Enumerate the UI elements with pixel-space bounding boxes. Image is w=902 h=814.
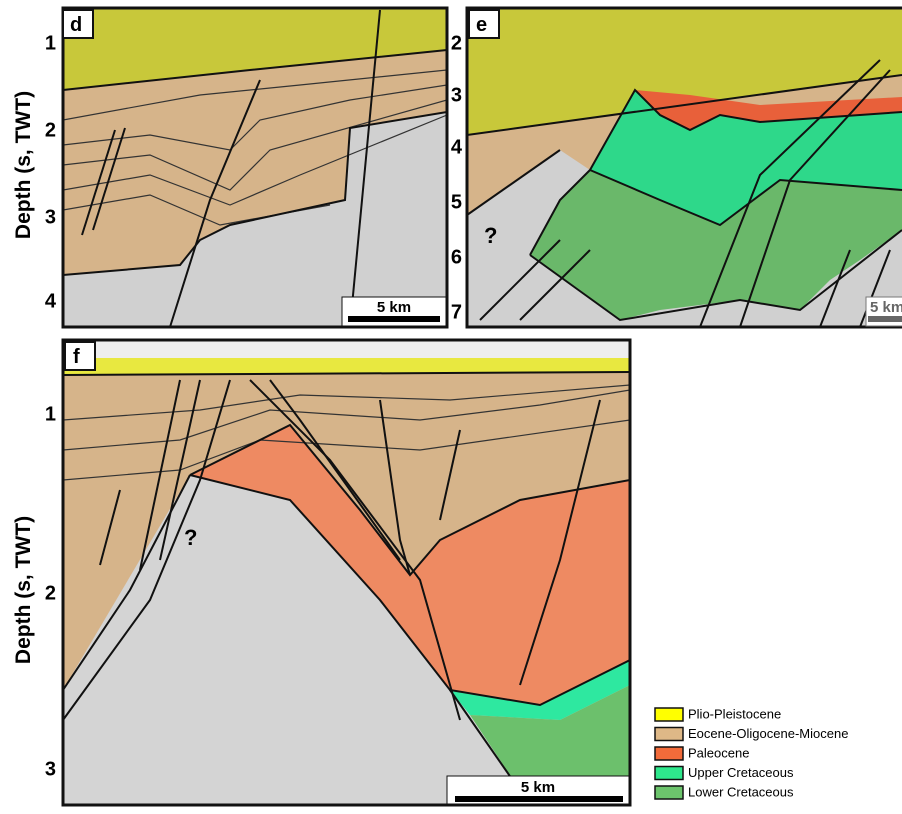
tick-label: 2: [451, 32, 462, 54]
tick-label: 2: [45, 119, 56, 141]
scale-bar: [455, 796, 623, 802]
panel-d-frame: [61, 6, 449, 329]
tick-label: 6: [451, 246, 462, 268]
tick-label: 2: [45, 582, 56, 604]
tick-label: 3: [451, 84, 462, 106]
scale-bar-label: 5 km: [377, 299, 411, 316]
panel-label: f: [73, 346, 80, 368]
panel-e-label-box: [468, 9, 500, 39]
panel-f-section: [63, 340, 630, 805]
scale-bar: [348, 316, 440, 322]
tick-label: 4: [45, 290, 57, 312]
axis-title: Depth (s, TWT): [12, 516, 35, 664]
tick-label: 3: [45, 758, 56, 780]
scale-bar-label: 5 km: [870, 299, 902, 316]
tick-label: 5: [451, 191, 462, 213]
legend-swatch: [654, 746, 684, 761]
tick-label: 7: [451, 301, 462, 323]
legend-label: Paleocene: [688, 745, 749, 760]
panel-f-label-box: [64, 341, 96, 371]
tick-label: 3: [45, 206, 56, 228]
tick-label: 4: [451, 136, 463, 158]
panel-d-section: [63, 8, 447, 327]
panel-f-frame: [61, 338, 632, 807]
tick-label: 1: [45, 32, 56, 54]
legend-swatch: [654, 707, 684, 722]
annotation: ?: [484, 223, 497, 248]
legend-label: Upper Cretaceous: [688, 765, 794, 780]
panel-d-label-box: [62, 9, 94, 39]
panel-e-frame: [465, 6, 902, 329]
legend-swatch: [654, 785, 684, 800]
legend-label: Lower Cretaceous: [688, 784, 794, 799]
tick-label: 1: [45, 403, 56, 425]
axis-title: Depth (s, TWT): [12, 91, 35, 239]
scale-bar: [868, 316, 902, 322]
legend: Plio-Pleistocene Eocene-Oligocene-Miocene…: [654, 706, 848, 800]
legend-label: Plio-Pleistocene: [688, 706, 781, 721]
panel-label: d: [70, 14, 82, 36]
legend-swatch: [654, 726, 684, 742]
scale-bar-label: 5 km: [521, 779, 555, 796]
legend-label: Eocene-Oligocene-Miocene: [688, 726, 848, 741]
panel-label: e: [476, 14, 487, 36]
panel-e-section: [467, 8, 902, 327]
annotation: ?: [184, 525, 197, 550]
legend-swatch: [654, 765, 684, 781]
